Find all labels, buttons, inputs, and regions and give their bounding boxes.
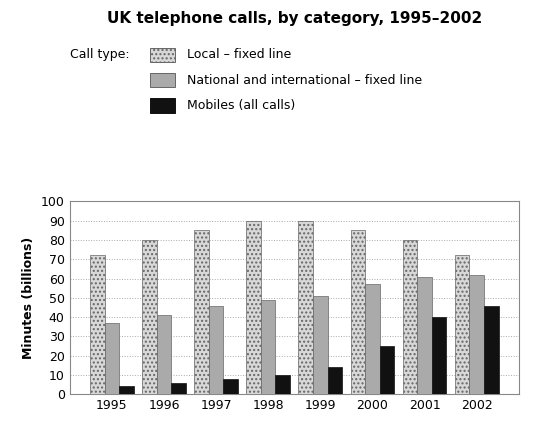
Text: Call type:: Call type: [70, 48, 129, 61]
Bar [365, 284, 380, 394]
Bar [90, 255, 104, 394]
Bar [157, 315, 171, 394]
Bar [327, 367, 342, 394]
Bar [246, 221, 261, 394]
Bar [403, 240, 417, 394]
Bar [142, 240, 157, 394]
Bar [276, 375, 290, 394]
Bar [380, 346, 394, 394]
Text: National and international – fixed line: National and international – fixed line [187, 74, 422, 87]
Bar [104, 323, 119, 394]
Text: UK telephone calls, by category, 1995–2002: UK telephone calls, by category, 1995–20… [106, 11, 482, 26]
Bar [417, 277, 432, 394]
Bar [261, 300, 276, 394]
Bar [455, 255, 469, 394]
Bar [224, 379, 238, 394]
Bar [171, 383, 186, 394]
Bar [432, 317, 446, 394]
Bar [194, 230, 209, 394]
Bar [313, 296, 327, 394]
Bar [119, 386, 134, 394]
Text: Mobiles (all calls): Mobiles (all calls) [187, 99, 295, 112]
Bar [299, 221, 313, 394]
Text: Local – fixed line: Local – fixed line [187, 48, 292, 61]
Bar [484, 306, 499, 394]
Y-axis label: Minutes (billions): Minutes (billions) [22, 237, 35, 359]
Bar [350, 230, 365, 394]
Bar [469, 275, 484, 394]
Bar [209, 306, 224, 394]
